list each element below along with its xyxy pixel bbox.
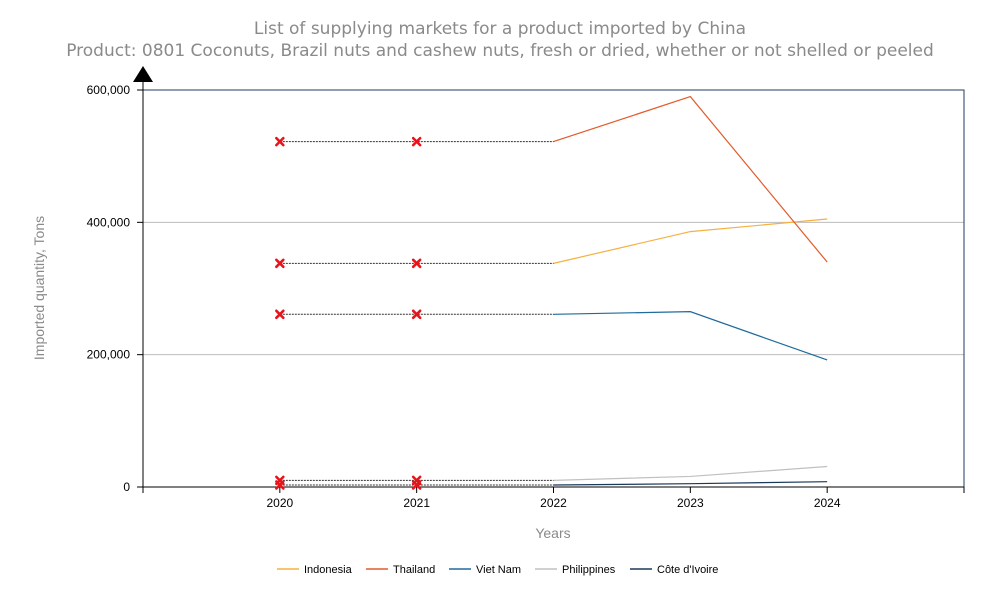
legend-label: Viet Nam	[476, 564, 521, 576]
x-tick-label: 2023	[677, 496, 704, 510]
estimate-marker	[411, 136, 422, 147]
estimate-markers	[275, 136, 422, 490]
series-line	[553, 311, 828, 361]
gridlines	[143, 221, 964, 356]
chart-subtitle: Product: 0801 Coconuts, Brazil nuts and …	[66, 41, 934, 61]
plot-frame	[142, 89, 965, 488]
series-line	[553, 95, 828, 263]
legend-label: Indonesia	[304, 564, 353, 576]
legend: Indonesia Thailand Viet Nam Philippines Côte…	[277, 564, 718, 576]
legend-label: Thailand	[393, 564, 435, 576]
y-axis-arrow	[133, 66, 153, 82]
chart-title: List of supplying markets for a product …	[254, 19, 746, 39]
series-line	[553, 465, 828, 481]
x-axis-label: Years	[535, 525, 570, 541]
legend-label: Côte d'Ivoire	[657, 564, 718, 576]
estimate-marker	[275, 258, 285, 269]
x-tick-label: 2022	[540, 496, 567, 510]
series-line	[553, 481, 828, 486]
y-tick-label: 600,000	[87, 83, 131, 97]
y-tick-label: 200,000	[87, 348, 131, 362]
estimate-marker	[275, 136, 285, 147]
axes: 0 200,000 400,000 600,000 2020 2021 2022 2023 20…	[87, 66, 965, 510]
x-tick-label: 2020	[266, 496, 293, 510]
x-tick-label: 2021	[403, 496, 430, 510]
estimate-marker	[411, 480, 422, 490]
y-tick-label: 400,000	[87, 215, 131, 229]
estimate-marker	[411, 309, 422, 320]
series-line	[553, 218, 828, 264]
estimate-marker	[275, 480, 285, 490]
y-axis-label: Imported quantity, Tons	[31, 216, 47, 360]
series-layer	[279, 95, 828, 486]
y-tick-label: 0	[123, 480, 130, 494]
estimate-marker	[411, 258, 422, 269]
estimate-marker	[275, 309, 285, 320]
legend-label: Philippines	[562, 564, 616, 576]
x-tick-label: 2024	[814, 496, 841, 510]
